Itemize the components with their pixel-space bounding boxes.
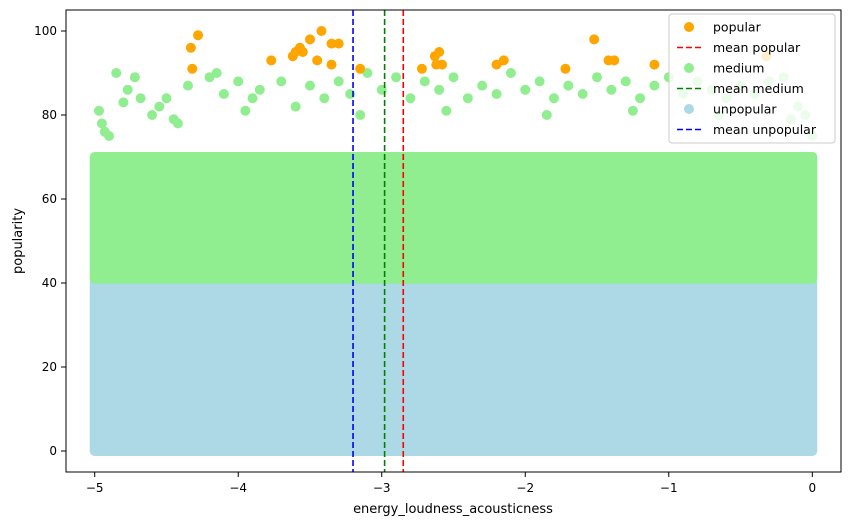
legend-label: mean medium: [713, 81, 804, 96]
scatter-point-medium: [94, 106, 104, 116]
scatter-point-popular: [316, 26, 326, 36]
scatter-point-medium: [355, 110, 365, 120]
scatter-point-medium: [276, 76, 286, 86]
scatter-point-medium: [520, 85, 530, 95]
scatter-point-medium: [535, 76, 545, 86]
scatter-point-medium: [506, 68, 516, 78]
x-tick-label: −2: [516, 481, 534, 495]
scatter-point-medium: [104, 131, 114, 141]
scatter-point-medium: [434, 85, 444, 95]
scatter-point-medium: [161, 93, 171, 103]
legend-label: mean popular: [713, 40, 801, 55]
scatter-point-medium: [147, 110, 157, 120]
scatter-point-medium: [118, 97, 128, 107]
x-axis-label: energy_loudness_acousticness: [353, 502, 553, 517]
scatter-point-medium: [169, 114, 179, 124]
scatter-point-popular: [437, 60, 447, 70]
scatter-point-medium: [621, 76, 631, 86]
legend-key-medium: [684, 63, 694, 73]
scatter-point-medium: [463, 93, 473, 103]
scatter-point-medium: [319, 93, 329, 103]
scatter-point-medium: [542, 110, 552, 120]
y-tick-label: 0: [49, 444, 57, 458]
scatter-point-medium: [649, 81, 659, 91]
legend-label: popular: [713, 20, 762, 35]
scatter-point-medium: [219, 89, 229, 99]
scatter-point-medium: [255, 85, 265, 95]
scatter-point-medium: [578, 89, 588, 99]
scatter-point-medium: [563, 81, 573, 91]
scatter-point-medium: [111, 68, 121, 78]
scatter-point-popular: [312, 55, 322, 65]
legend-label: unpopular: [713, 102, 777, 117]
x-tick-label: −3: [373, 481, 391, 495]
scatter-point-medium: [154, 102, 164, 112]
x-axis: −5 −4 −3 −2 −1 0: [86, 472, 816, 495]
scatter-point-medium: [592, 72, 602, 82]
scatter-point-popular: [186, 43, 196, 53]
x-tick-label: 0: [808, 481, 816, 495]
x-tick-label: −5: [86, 481, 104, 495]
x-tick-label: −4: [229, 481, 247, 495]
scatter-point-popular: [266, 55, 276, 65]
scatter-point-medium: [334, 76, 344, 86]
scatter-point-popular: [609, 55, 619, 65]
scatter-point-popular: [193, 30, 203, 40]
y-tick-label: 40: [42, 276, 57, 290]
scatter-region-medium: [90, 152, 818, 284]
scatter-point-popular: [499, 55, 509, 65]
scatter-point-popular: [305, 34, 315, 44]
scatter-point-medium: [183, 81, 193, 91]
legend: popular mean popular medium mean medium unpo…: [669, 14, 835, 143]
scatter-point-popular: [589, 34, 599, 44]
scatter-point-medium: [248, 93, 258, 103]
scatter-point-medium: [136, 93, 146, 103]
y-tick-label: 20: [42, 360, 57, 374]
scatter-point-popular: [334, 39, 344, 49]
scatter-point-popular: [434, 47, 444, 57]
scatter-point-medium: [240, 106, 250, 116]
legend-label: mean unpopular: [713, 122, 817, 137]
legend-key-popular: [684, 22, 694, 32]
scatter-point-medium: [628, 106, 638, 116]
scatter-point-medium: [606, 85, 616, 95]
scatter-point-popular: [560, 64, 570, 74]
scatter-point-medium: [549, 93, 559, 103]
scatter-point-medium: [477, 81, 487, 91]
scatter-point-medium: [441, 106, 451, 116]
y-tick-label: 60: [42, 192, 57, 206]
scatter-point-popular: [417, 64, 427, 74]
scatter-point-popular: [327, 60, 337, 70]
legend-key-unpopular: [684, 104, 694, 114]
scatter-point-medium: [420, 76, 430, 86]
scatter-point-medium: [130, 72, 140, 82]
x-tick-label: −1: [660, 481, 678, 495]
scatter-point-popular: [187, 64, 197, 74]
scatter-point-medium: [391, 72, 401, 82]
scatter-point-medium: [123, 85, 133, 95]
scatter-point-popular: [649, 60, 659, 70]
y-axis: 0 20 40 60 80 100: [34, 24, 66, 458]
scatter-point-medium: [449, 72, 459, 82]
scatter-point-popular: [298, 47, 308, 57]
y-axis-label: popularity: [11, 208, 26, 274]
scatter-point-popular: [355, 64, 365, 74]
scatter-point-medium: [233, 76, 243, 86]
scatter-point-medium: [305, 81, 315, 91]
scatter-point-medium: [291, 102, 301, 112]
scatter-point-medium: [635, 93, 645, 103]
y-tick-label: 80: [42, 108, 57, 122]
scatter-point-medium: [492, 89, 502, 99]
scatter-point-medium: [405, 93, 415, 103]
scatter-point-medium: [212, 68, 222, 78]
y-tick-label: 100: [34, 24, 57, 38]
legend-label: medium: [713, 61, 764, 76]
scatter-region-unpopular: [90, 278, 818, 456]
